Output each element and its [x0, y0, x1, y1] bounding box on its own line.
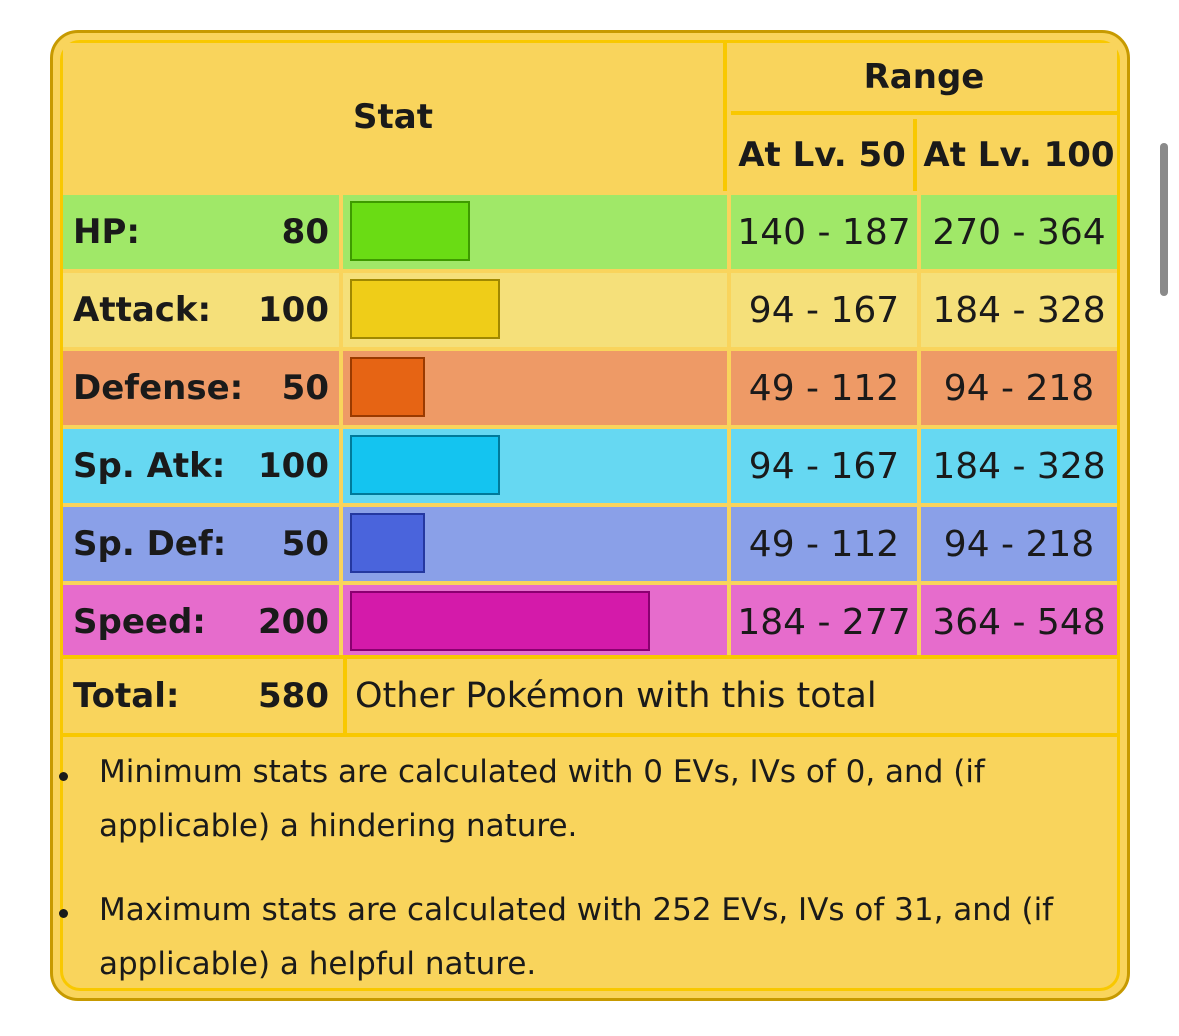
- range-lv50: 49 - 112: [731, 351, 917, 425]
- total-value: 580: [243, 659, 339, 733]
- lv100-header: At Lv. 100: [921, 119, 1117, 191]
- stat-bar: [350, 201, 470, 261]
- range-lv50: 184 - 277: [731, 585, 917, 659]
- stat-bar: [350, 357, 425, 417]
- range-lv100: 270 - 364: [921, 195, 1117, 269]
- notes-divider: [63, 733, 1117, 737]
- stat-bar-cell: [343, 273, 727, 347]
- stat-name: Defense:: [63, 351, 243, 425]
- stat-bar: [350, 591, 650, 651]
- panel-inner-border: [60, 40, 1120, 991]
- total-divider-top: [63, 655, 1117, 659]
- total-label: Total:: [63, 659, 243, 733]
- range-lv50: 49 - 112: [731, 507, 917, 581]
- stat-value: 100: [243, 273, 339, 347]
- stat-bar: [350, 513, 425, 573]
- range-lv100: 184 - 328: [921, 273, 1117, 347]
- stat-bar-cell: [343, 429, 727, 503]
- note-minimum: Minimum stats are calculated with 0 EVs,…: [99, 754, 985, 844]
- range-lv100: 184 - 328: [921, 429, 1117, 503]
- stat-bar-cell: [343, 195, 727, 269]
- base-stats-panel: Stat Range At Lv. 50 At Lv. 100 HP: 80 140…: [50, 30, 1130, 1001]
- stat-bar: [350, 279, 500, 339]
- note-maximum: Maximum stats are calculated with 252 EV…: [99, 892, 1054, 982]
- stat-bar-cell: [343, 585, 727, 659]
- range-lv50: 94 - 167: [731, 429, 917, 503]
- range-lv50: 140 - 187: [731, 195, 917, 269]
- stat-bar: [350, 435, 500, 495]
- notes-list: Minimum stats are calculated with 0 EVs,…: [53, 737, 1127, 997]
- total-link[interactable]: Other Pokémon with this total: [343, 659, 1117, 733]
- stat-name: Sp. Atk:: [63, 429, 243, 503]
- stat-bar-cell: [343, 351, 727, 425]
- range-lv100: 94 - 218: [921, 507, 1117, 581]
- range-lv100: 364 - 548: [921, 585, 1117, 659]
- range-header: Range: [731, 43, 1117, 115]
- stat-name: Sp. Def:: [63, 507, 243, 581]
- stat-header: Stat: [63, 43, 727, 191]
- stat-name: Attack:: [63, 273, 243, 347]
- bullet-icon: [59, 909, 68, 918]
- stat-name: HP:: [63, 195, 243, 269]
- range-lv50: 94 - 167: [731, 273, 917, 347]
- stat-value: 50: [243, 507, 339, 581]
- bullet-icon: [59, 772, 68, 781]
- stat-value: 80: [243, 195, 339, 269]
- range-lv100: 94 - 218: [921, 351, 1117, 425]
- stat-value: 50: [243, 351, 339, 425]
- stat-value: 100: [243, 429, 339, 503]
- lv50-header: At Lv. 50: [731, 119, 917, 191]
- stat-bar-cell: [343, 507, 727, 581]
- scrollbar[interactable]: [1160, 143, 1168, 296]
- stat-name: Speed:: [63, 585, 243, 659]
- stat-value: 200: [243, 585, 339, 659]
